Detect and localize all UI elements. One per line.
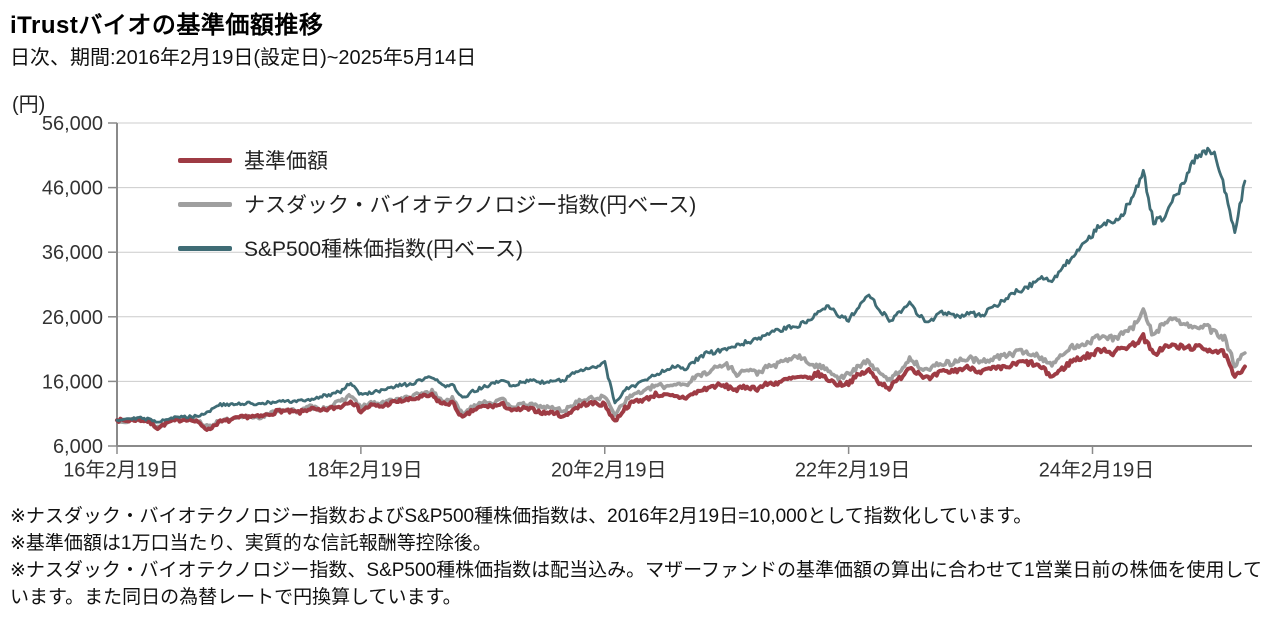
y-tick-label: 16,000 xyxy=(42,371,103,393)
x-tick-label: 24年2月19日 xyxy=(1039,459,1155,482)
y-tick-label: 36,000 xyxy=(42,242,103,264)
chart-subtitle: 日次、期間:2016年2月19日(設定日)~2025年5月14日 xyxy=(10,47,477,69)
page-title: iTrustバイオの基準価額推移 xyxy=(10,12,324,39)
nav-performance-line-chart: 56,000 46,000 36,000 26,000 16,000 6,00016年2月… xyxy=(42,113,1252,482)
x-tick-label: 20年2月19日 xyxy=(551,459,667,482)
legend-label-fund-nav: 基準価額 xyxy=(244,150,328,173)
legend-swatch-sp500 xyxy=(178,245,232,251)
legend-item-fund-nav: 基準価額 xyxy=(178,138,696,182)
legend-label-nasdaq-biotech: ナスダック・バイオテクノロジー指数(円ベース) xyxy=(244,194,697,217)
y-tick-label: 26,000 xyxy=(42,307,103,329)
y-tick-label: 6,000 xyxy=(53,436,103,458)
legend-swatch-nasdaq-biotech xyxy=(178,201,232,207)
y-tick-label: 56,000 xyxy=(42,113,103,135)
series-fund-nav xyxy=(115,332,1247,432)
x-tick-label: 22年2月19日 xyxy=(795,459,911,482)
x-tick-label: 18年2月19日 xyxy=(307,459,423,482)
series-sp500 xyxy=(115,146,1247,424)
y-axis-unit-label: (円) xyxy=(12,94,46,116)
footnote-nav-basis: ※基準価額は1万口当たり、実質的な信託報酬等控除後。 xyxy=(10,533,492,554)
legend-item-sp500: S&P500種株価指数(円ベース) xyxy=(178,226,696,270)
chart-legend: 基準価額 ナスダック・バイオテクノロジー指数(円ベース) S&P500種株価指数… xyxy=(178,138,696,270)
x-tick-label: 16年2月19日 xyxy=(63,459,179,482)
footnote-dividend-fx: ※ナスダック・バイオテクノロジー指数、S&P500種株価指数は配当込み。マザーフ… xyxy=(10,560,1262,608)
legend-label-sp500: S&P500種株価指数(円ベース) xyxy=(244,238,523,261)
legend-item-nasdaq-biotech: ナスダック・バイオテクノロジー指数(円ベース) xyxy=(178,182,696,226)
legend-swatch-fund-nav xyxy=(178,157,232,163)
y-tick-label: 46,000 xyxy=(42,178,103,200)
footnote-indexation: ※ナスダック・バイオテクノロジー指数およびS&P500種株価指数は、2016年2… xyxy=(10,506,1033,527)
footnotes-block: ※ナスダック・バイオテクノロジー指数およびS&P500種株価指数は、2016年2… xyxy=(10,503,1275,611)
